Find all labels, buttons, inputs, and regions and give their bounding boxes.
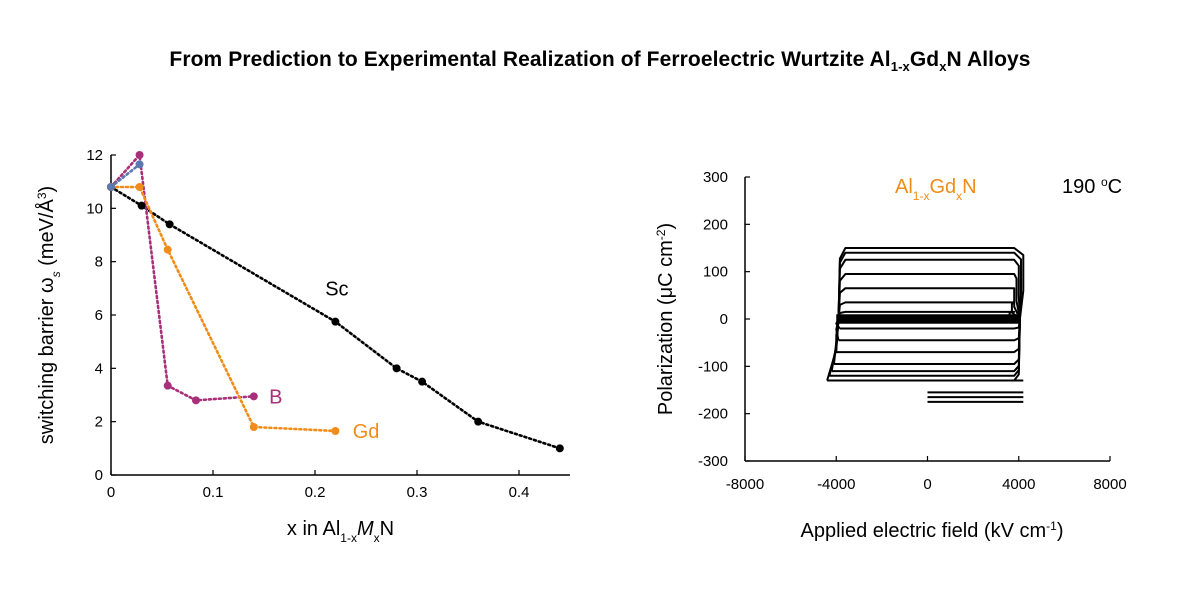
hysteresis-loops: [826, 247, 1025, 403]
data-point-gd: [249, 423, 258, 431]
series-line-b: [109, 151, 256, 402]
y-tick-label: 10: [86, 200, 103, 217]
data-point-sc: [418, 377, 427, 386]
x-tick-label: 0.1: [203, 484, 224, 501]
data-point-sc: [165, 220, 174, 229]
right-y-tick-label: -200: [698, 406, 728, 423]
y-tick-label: 12: [86, 147, 103, 164]
data-point-b: [135, 151, 144, 159]
data-point-extra: [107, 183, 115, 191]
y-tick-label: 2: [95, 414, 103, 431]
data-point-gd: [135, 183, 144, 191]
series-line-extra: [109, 163, 141, 189]
series-label-gd: Gd: [353, 421, 380, 443]
data-point-sc: [137, 201, 146, 210]
hysteresis-loop: [826, 247, 1025, 382]
right-y-axis-label: Polarization (μC cm-2): [654, 223, 677, 415]
x-tick-label: 0.2: [305, 484, 326, 501]
y-tick-label: 8: [95, 254, 103, 271]
data-point-sc: [555, 444, 564, 453]
series-label-b: B: [269, 386, 282, 408]
right-y-tick-label: -300: [698, 453, 728, 470]
hysteresis-loop: [828, 251, 1022, 377]
x-tick-label: 0: [107, 484, 115, 501]
x-tick-label: 0.4: [509, 484, 530, 501]
right-x-axis-label: Applied electric field (kV cm-1): [801, 519, 1064, 542]
data-point-b: [191, 396, 200, 405]
right-y-tick-label: 0: [720, 311, 728, 328]
temperature-label: 190 oC: [1062, 175, 1122, 198]
right-y-tick-label: 100: [703, 264, 728, 281]
right-x-tick-label: -4000: [817, 476, 855, 493]
data-point-sc: [474, 417, 483, 426]
y-tick-label: 0: [95, 467, 103, 484]
x-axis-label: x in Al1-xMxN: [287, 518, 394, 545]
series-line-gd: [109, 185, 337, 433]
y-axis-label: switching barrier ωs (meV/Å3): [35, 186, 63, 444]
right-x-tick-label: -8000: [726, 476, 764, 493]
right-y-tick-label: 200: [703, 216, 728, 233]
right-y-tick-label: -100: [698, 358, 728, 375]
data-point-gd: [331, 427, 340, 435]
x-tick-label: 0.3: [407, 484, 428, 501]
y-tick-label: 4: [95, 360, 103, 377]
data-point-sc: [392, 364, 401, 373]
page-title: From Prediction to Experimental Realizat…: [169, 48, 1031, 75]
material-label: Al1-xGdxN: [895, 176, 977, 203]
y-tick-label: 6: [95, 307, 103, 324]
right-x-tick-label: 0: [923, 476, 931, 493]
zero-field-band: [836, 314, 1019, 324]
data-point-sc: [331, 317, 340, 326]
data-point-gd: [163, 245, 172, 254]
data-point-extra: [135, 160, 144, 169]
series-label-sc: Sc: [325, 278, 348, 300]
right-x-tick-label: 8000: [1093, 476, 1126, 493]
right-y-tick-label: 300: [703, 169, 728, 186]
right-x-tick-label: 4000: [1002, 476, 1035, 493]
data-point-b: [163, 381, 172, 390]
data-point-b: [249, 392, 258, 401]
